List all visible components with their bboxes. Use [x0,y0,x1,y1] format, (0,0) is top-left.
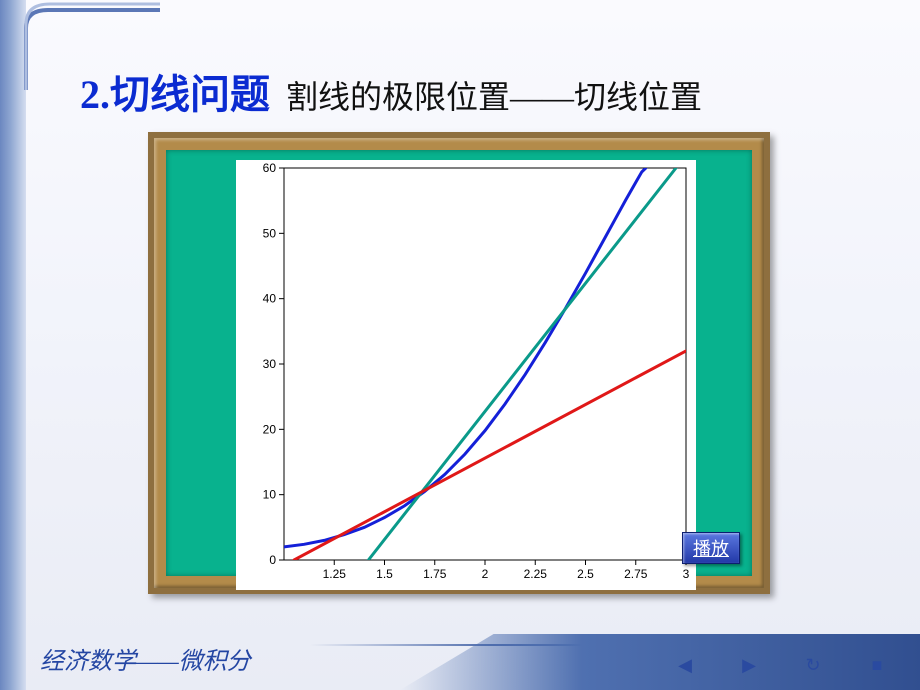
svg-text:2.25: 2.25 [524,567,548,581]
top-corner-curve [0,0,140,70]
footer-bar: 经济数学——微积分 ◀ ▶ ↻ ■ [0,634,920,690]
svg-text:2.75: 2.75 [624,567,648,581]
svg-text:1.5: 1.5 [376,567,393,581]
svg-text:10: 10 [263,488,277,502]
next-icon: ▶ [742,655,756,676]
chalkboard: 0 10 20 30 40 50 60 1.25 1.5 1.75 2 2.25 2.5 2.75 3 播放 [148,132,770,594]
chart-svg: 0 10 20 30 40 50 60 1.25 1.5 1.75 2 2.25 2.5 2.75 3 [236,160,696,590]
play-button[interactable]: 播放 [682,532,740,564]
svg-text:0: 0 [269,553,276,567]
stop-icon: ■ [872,655,883,676]
svg-text:2.5: 2.5 [577,567,594,581]
nav-buttons: ◀ ▶ ↻ ■ [670,650,892,680]
left-stripe [0,0,26,690]
nav-reload-button[interactable]: ↻ [798,650,828,680]
reload-icon: ↻ [805,655,820,676]
title-main: 2.切线问题 [80,62,270,120]
play-button-label: 播放 [693,535,729,561]
svg-text:1.75: 1.75 [423,567,447,581]
svg-text:50: 50 [263,226,277,240]
chart-area: 0 10 20 30 40 50 60 1.25 1.5 1.75 2 2.25 2.5 2.75 3 [236,160,696,590]
svg-text:1.25: 1.25 [323,567,347,581]
title-sub: 割线的极限位置——切线位置 [286,72,702,118]
footer-text: 经济数学——微积分 [40,641,251,676]
board-surface: 01020304050601.251.51.7522.252.52.753 播放 [166,150,752,576]
nav-prev-button[interactable]: ◀ [670,650,700,680]
nav-stop-button[interactable]: ■ [862,650,892,680]
svg-text:20: 20 [263,422,277,436]
svg-text:60: 60 [263,161,277,175]
svg-text:3: 3 [683,567,690,581]
prev-icon: ◀ [678,655,692,676]
nav-next-button[interactable]: ▶ [734,650,764,680]
svg-text:2: 2 [482,567,489,581]
svg-text:40: 40 [263,292,277,306]
svg-text:30: 30 [263,357,277,371]
title-row: 2.切线问题 割线的极限位置——切线位置 [80,62,880,120]
